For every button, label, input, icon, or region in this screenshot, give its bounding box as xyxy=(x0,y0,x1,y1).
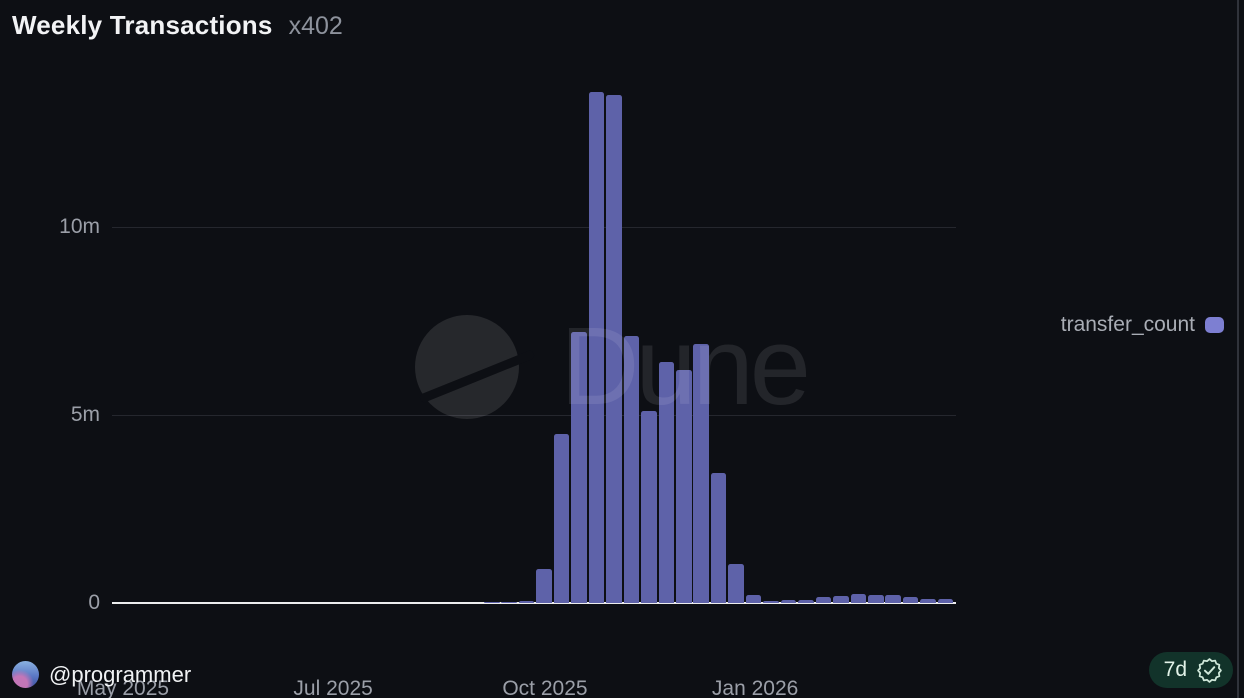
chart-subtitle-tag: x402 xyxy=(288,12,343,40)
bar-week-22[interactable] xyxy=(868,594,884,603)
bar-week-25[interactable] xyxy=(920,598,936,603)
bar-week-15[interactable] xyxy=(745,595,762,603)
gridline-10m xyxy=(112,226,956,228)
footer: @programmer 7d xyxy=(0,650,1244,688)
bar-week-19[interactable] xyxy=(815,596,832,603)
bar-week-21[interactable] xyxy=(850,593,867,603)
y-axis-tick-label: 5m xyxy=(70,402,100,426)
bar-week-14[interactable] xyxy=(728,563,744,603)
bar-week-26[interactable] xyxy=(937,598,954,603)
x-axis-tick-label: Oct 2025 xyxy=(502,677,588,698)
bar-week-20[interactable] xyxy=(833,595,849,603)
x-axis-line xyxy=(112,602,956,604)
gridline-5m xyxy=(112,414,956,416)
author-link[interactable]: @programmer xyxy=(12,661,191,688)
y-axis-tick-label: 10m xyxy=(59,214,100,238)
bar-week-13[interactable] xyxy=(710,473,727,603)
bar-week-6[interactable] xyxy=(588,91,605,603)
plot-area: 0 5m 10m May 2025 Jul 2025 Oct 2025 Jan 2026 xyxy=(59,60,956,698)
x-axis-tick-label: Jan 2026 xyxy=(711,677,799,698)
author-handle: @programmer xyxy=(49,661,192,687)
right-edge-divider xyxy=(1237,0,1239,698)
author-avatar[interactable] xyxy=(12,661,39,688)
bar-week-18[interactable] xyxy=(798,600,814,603)
bar-week-3[interactable] xyxy=(536,569,552,603)
chart-title[interactable]: Weekly Transactions xyxy=(12,10,273,40)
bar-week-10[interactable] xyxy=(658,362,675,603)
verified-check-icon xyxy=(1197,657,1222,683)
bar-week-24[interactable] xyxy=(902,596,919,603)
x-axis-tick-label: Jul 2025 xyxy=(293,677,373,698)
legend-item-transfer-count[interactable]: transfer_count xyxy=(1061,313,1224,337)
timeframe-label: 7d xyxy=(1163,658,1187,681)
bar-week-23[interactable] xyxy=(885,595,901,603)
bar-week-1[interactable] xyxy=(501,601,517,603)
legend-swatch xyxy=(1205,317,1224,333)
timeframe-badge[interactable]: 7d xyxy=(1148,652,1233,688)
bar-week-16[interactable] xyxy=(763,601,779,603)
bar-week-9[interactable] xyxy=(641,411,657,603)
bar-week-11[interactable] xyxy=(676,369,692,603)
x-axis-tick-label: May 2025 xyxy=(76,677,170,698)
y-axis-tick-label: 0 xyxy=(88,591,100,614)
bar-week-7[interactable] xyxy=(606,95,622,603)
bar-week-2[interactable] xyxy=(518,601,535,603)
bar-week-4[interactable] xyxy=(553,433,570,603)
bar-week-12[interactable] xyxy=(693,343,709,603)
bar-week-0[interactable] xyxy=(484,601,500,603)
chart-header: Weekly Transactions x402 xyxy=(12,10,343,41)
bar-week-5[interactable] xyxy=(571,332,587,603)
bar-week-8[interactable] xyxy=(623,336,640,603)
legend-label: transfer_count xyxy=(1060,313,1195,336)
bar-week-17[interactable] xyxy=(780,600,797,603)
